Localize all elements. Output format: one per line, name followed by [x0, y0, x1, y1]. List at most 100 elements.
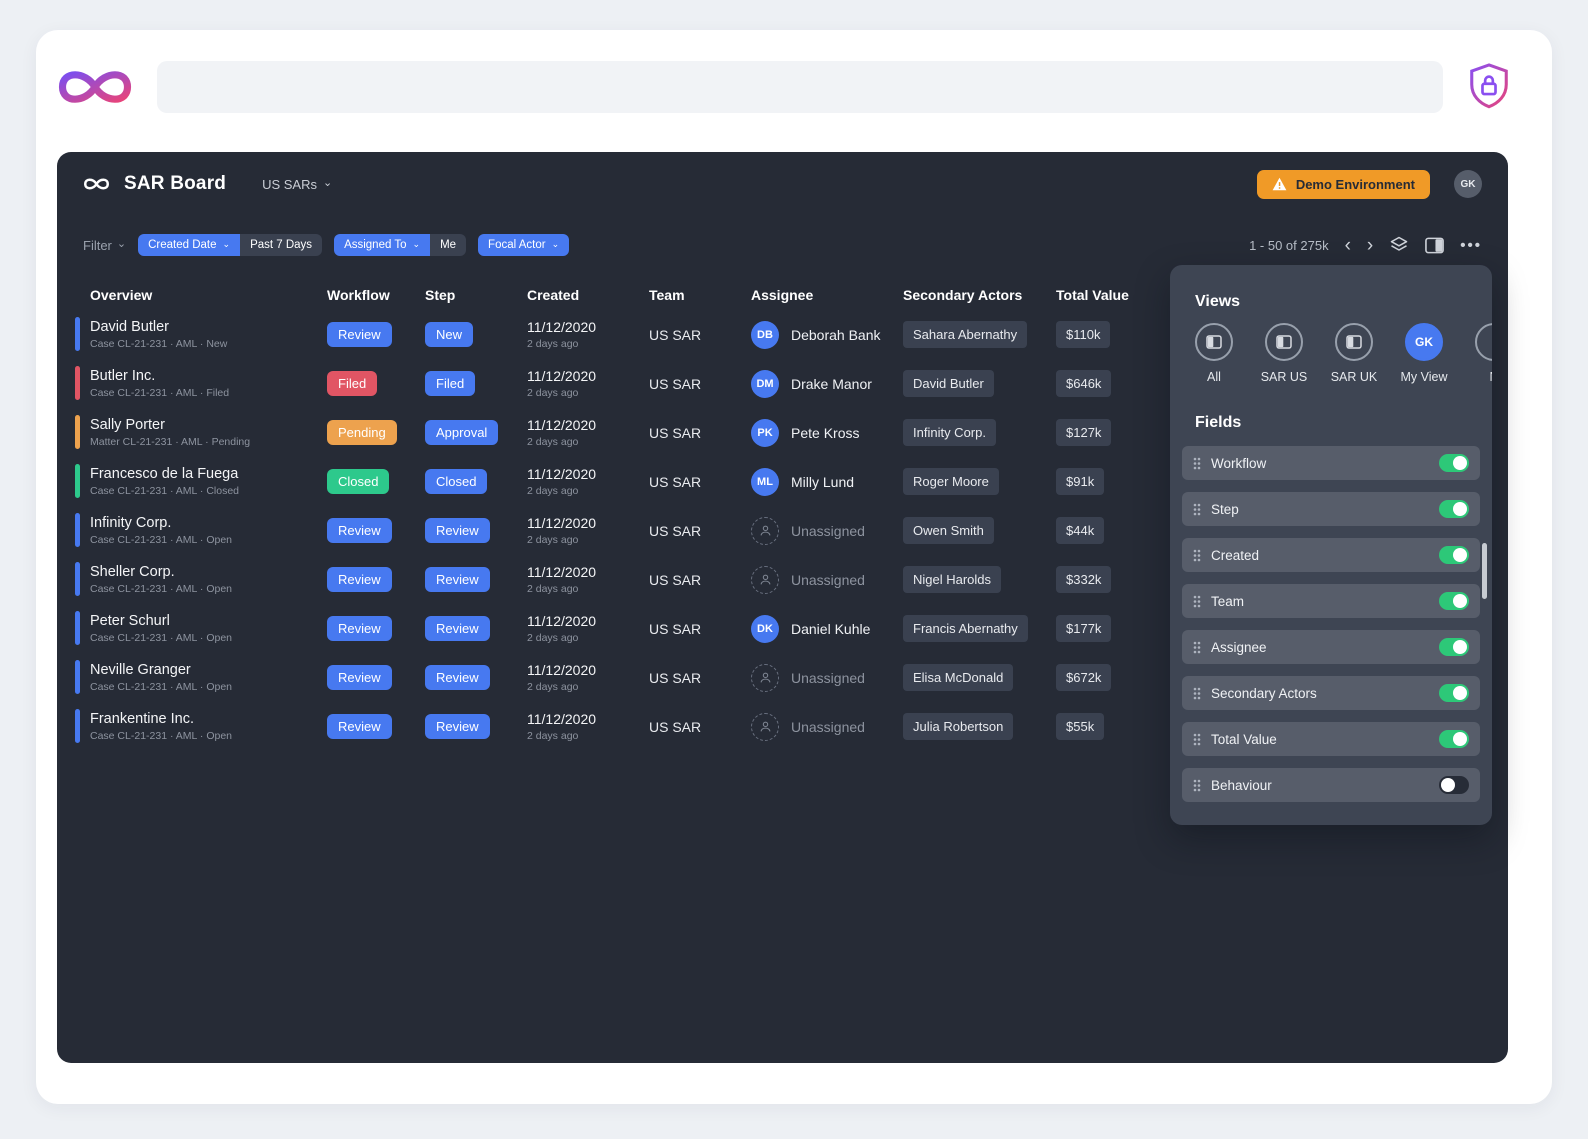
board-scope-dropdown[interactable]: US SARs ⌄	[262, 177, 332, 192]
workflow-badge[interactable]: Review	[327, 322, 392, 347]
view-label: SAR UK	[1330, 370, 1378, 384]
drag-handle-icon[interactable]	[1193, 457, 1201, 470]
columns-panel-icon[interactable]	[1425, 237, 1445, 254]
table-row[interactable]: Butler Inc. Case CL-21-231 · AML · Filed…	[57, 359, 1508, 408]
board-view-icon	[1195, 323, 1233, 361]
secondary-actor-chip[interactable]: Nigel Harolds	[903, 566, 1002, 593]
search-input[interactable]	[157, 61, 1443, 113]
workflow-badge[interactable]: Review	[327, 714, 392, 739]
page-next-icon[interactable]: ›	[1366, 234, 1374, 256]
drag-handle-icon[interactable]	[1193, 733, 1201, 746]
field-row-created[interactable]: Created	[1182, 538, 1480, 572]
step-badge[interactable]: Review	[425, 518, 490, 543]
view-item-my-view[interactable]: GK My View	[1396, 323, 1452, 384]
secondary-actor-chip[interactable]: Infinity Corp.	[903, 419, 996, 446]
workflow-badge[interactable]: Review	[327, 616, 392, 641]
table-row[interactable]: Francesco de la Fuega Case CL-21-231 · A…	[57, 457, 1508, 506]
created-ago: 2 days ago	[527, 730, 579, 742]
field-toggle[interactable]	[1439, 684, 1469, 702]
view-item-all[interactable]: All	[1186, 323, 1242, 384]
case-name: Peter Schurl	[90, 613, 170, 629]
toggle-knob	[1453, 686, 1467, 700]
assignee-avatar: DM	[751, 369, 779, 398]
view-item-sar-uk[interactable]: SAR UK	[1326, 323, 1382, 384]
secondary-actor-chip[interactable]: David Butler	[903, 370, 994, 397]
field-toggle[interactable]	[1439, 454, 1469, 472]
field-toggle[interactable]	[1439, 776, 1469, 794]
secondary-actor-chip[interactable]: Elisa McDonald	[903, 664, 1014, 691]
created-date: 11/12/2020	[527, 466, 597, 482]
filter-pill-created-date[interactable]: Created Date ⌄	[138, 234, 241, 256]
page-prev-icon[interactable]: ‹	[1344, 234, 1351, 256]
toggle-knob	[1453, 594, 1467, 608]
table-row[interactable]: Sheller Corp. Case CL-21-231 · AML · Ope…	[57, 555, 1508, 604]
workflow-badge[interactable]: Filed	[327, 371, 378, 396]
table-row[interactable]: Infinity Corp. Case CL-21-231 · AML · Op…	[57, 506, 1508, 555]
drag-handle-icon[interactable]	[1193, 687, 1201, 700]
created-date: 11/12/2020	[527, 564, 597, 580]
step-badge[interactable]: Review	[425, 665, 490, 690]
field-row-behaviour[interactable]: Behaviour	[1182, 768, 1480, 802]
field-row-team[interactable]: Team	[1182, 584, 1480, 618]
filter-pill-assigned-to[interactable]: Assigned To ⌄	[334, 234, 431, 256]
field-row-secondary-actors[interactable]: Secondary Actors	[1182, 676, 1480, 710]
view-item-sar-us[interactable]: SAR US	[1256, 323, 1312, 384]
drag-handle-icon[interactable]	[1193, 503, 1201, 516]
workflow-badge[interactable]: Review	[327, 518, 392, 543]
layers-icon[interactable]	[1389, 235, 1409, 255]
view-item-clipped[interactable]: N	[1466, 323, 1492, 384]
drag-handle-icon[interactable]	[1193, 595, 1201, 608]
field-toggle[interactable]	[1439, 592, 1469, 610]
workflow-badge[interactable]: Pending	[327, 420, 397, 445]
drag-handle-icon[interactable]	[1193, 641, 1201, 654]
table-row[interactable]: David Butler Case CL-21-231 · AML · New …	[57, 310, 1508, 359]
assignee-avatar: PK	[751, 418, 779, 447]
created-date: 11/12/2020	[527, 417, 597, 433]
secondary-actor-chip[interactable]: Julia Robertson	[903, 713, 1014, 740]
filter-menu[interactable]: Filter ⌄	[83, 238, 126, 253]
workflow-badge[interactable]: Review	[327, 665, 392, 690]
created-date: 11/12/2020	[527, 368, 597, 384]
field-toggle[interactable]	[1439, 730, 1469, 748]
workflow-badge[interactable]: Closed	[327, 469, 390, 494]
panel-scrollbar[interactable]	[1482, 543, 1487, 599]
drag-handle-icon[interactable]	[1193, 779, 1201, 792]
created-ago: 2 days ago	[527, 632, 579, 644]
table-row[interactable]: Neville Granger Case CL-21-231 · AML · O…	[57, 653, 1508, 702]
secondary-actor-chip[interactable]: Owen Smith	[903, 517, 994, 544]
filter-pill-assigned-to-value[interactable]: Me	[430, 234, 467, 256]
toggle-knob	[1453, 502, 1467, 516]
step-badge[interactable]: Closed	[425, 469, 488, 494]
filter-pill-focal-actor[interactable]: Focal Actor ⌄	[478, 234, 570, 256]
field-toggle[interactable]	[1439, 546, 1469, 564]
secondary-actor-chip[interactable]: Roger Moore	[903, 468, 999, 495]
field-row-total-value[interactable]: Total Value	[1182, 722, 1480, 756]
step-badge[interactable]: Review	[425, 567, 490, 592]
more-options-icon[interactable]: •••	[1460, 236, 1482, 254]
field-row-workflow[interactable]: Workflow	[1182, 446, 1480, 480]
team-cell: US SAR	[649, 718, 702, 735]
step-badge[interactable]: Approval	[425, 420, 499, 445]
step-badge[interactable]: New	[425, 322, 474, 347]
workflow-badge[interactable]: Review	[327, 567, 392, 592]
drag-handle-icon[interactable]	[1193, 549, 1201, 562]
team-cell: US SAR	[649, 424, 702, 441]
table-row[interactable]: Peter Schurl Case CL-21-231 · AML · Open…	[57, 604, 1508, 653]
field-row-assignee[interactable]: Assignee	[1182, 630, 1480, 664]
step-badge[interactable]: Review	[425, 714, 490, 739]
field-row-step[interactable]: Step	[1182, 492, 1480, 526]
step-badge[interactable]: Review	[425, 616, 490, 641]
secondary-actor-chip[interactable]: Sahara Abernathy	[903, 321, 1028, 348]
security-shield-lock-icon[interactable]	[1466, 62, 1512, 112]
table-row[interactable]: Sally Porter Matter CL-21-231 · AML · Pe…	[57, 408, 1508, 457]
filter-pill-created-date-value[interactable]: Past 7 Days	[240, 234, 323, 256]
case-name: David Butler	[90, 319, 169, 335]
team-cell: US SAR	[649, 326, 702, 343]
table-row[interactable]: Frankentine Inc. Case CL-21-231 · AML · …	[57, 702, 1508, 751]
field-toggle[interactable]	[1439, 500, 1469, 518]
user-avatar[interactable]: GK	[1454, 170, 1482, 198]
step-badge[interactable]: Filed	[425, 371, 476, 396]
row-accent-bar	[75, 660, 80, 694]
field-toggle[interactable]	[1439, 638, 1469, 656]
secondary-actor-chip[interactable]: Francis Abernathy	[903, 615, 1028, 642]
